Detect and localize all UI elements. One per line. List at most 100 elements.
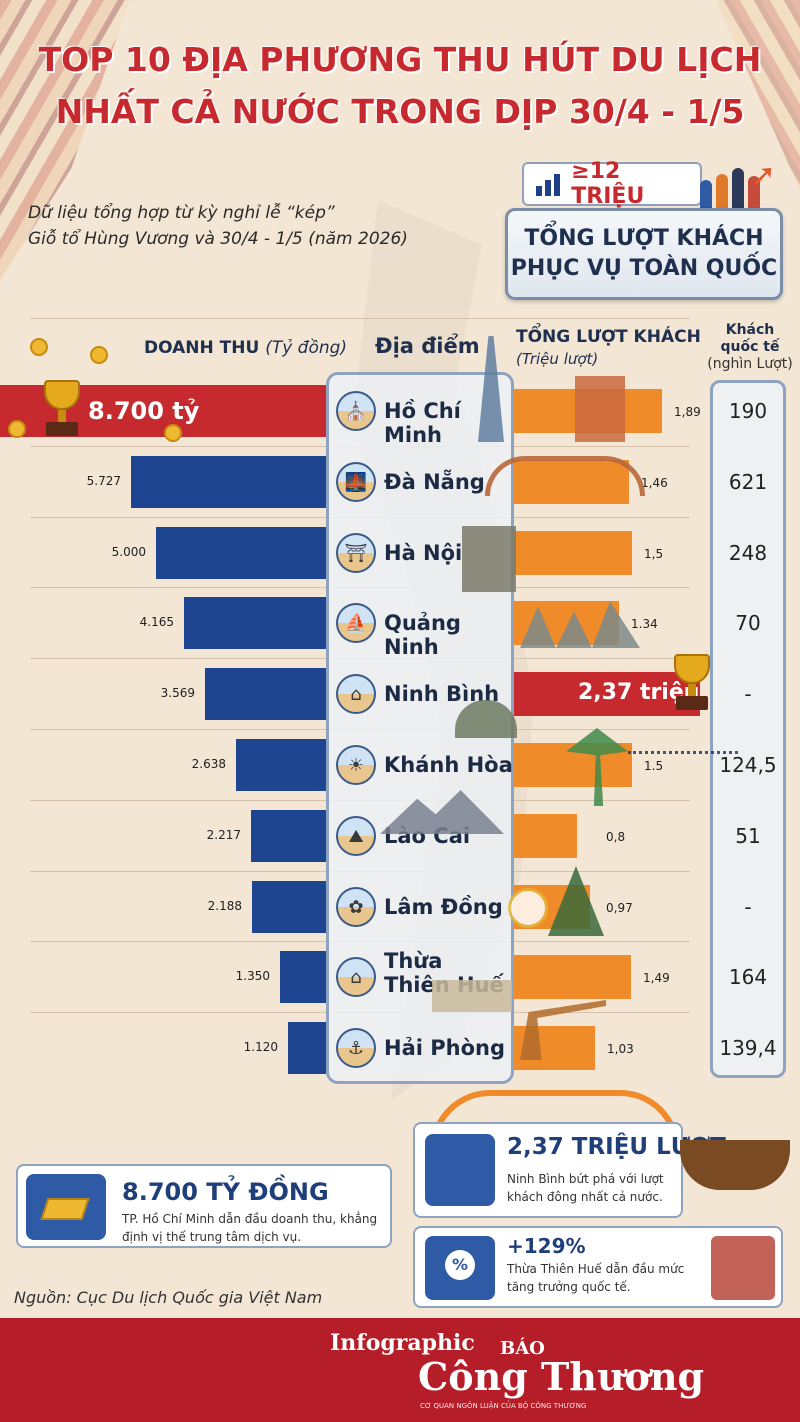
intl-value: - (744, 895, 752, 919)
intl-value: 190 (728, 399, 768, 423)
people-icon: ➚ (700, 158, 780, 214)
footer-kicker: Infographic (330, 1330, 475, 1356)
header-intl-line-2: quốc tế (720, 339, 780, 355)
revenue-bar (236, 739, 326, 791)
visitors-bar (514, 814, 577, 858)
coin-icon (30, 338, 48, 356)
cathedral-icon (575, 376, 625, 442)
revenue-label: 1.350 (235, 969, 270, 983)
city-landmark-icon: ⌂ (336, 957, 376, 997)
revenue-bar (156, 527, 326, 579)
city-landmark-icon: ✿ (336, 887, 376, 927)
trophy-icon (36, 380, 88, 440)
revenue-bar (131, 456, 326, 508)
divider (30, 318, 690, 319)
coin-icon (90, 346, 108, 364)
total-label-line-1: TỔNG LƯỢT KHÁCH (524, 226, 764, 251)
header-intl-line-1: Khách (725, 322, 775, 338)
crowd-icon (425, 1134, 495, 1206)
trophy-icon-2 (666, 654, 718, 714)
intl-value: 139,4 (719, 1036, 777, 1060)
growth-card-text: Thừa Thiên Huế dẫn đầu mức tăng trưởng q… (507, 1262, 685, 1294)
location-name: Đà Nẵng (384, 470, 485, 494)
visitors-label: 1,89 (674, 405, 701, 419)
location-name: Lâm Đồng (384, 895, 503, 919)
visitors-label: 1,5 (644, 547, 664, 561)
revenue-bar (205, 668, 326, 720)
revenue-bar (280, 951, 326, 1003)
visitors-label: 1,03 (607, 1042, 634, 1056)
location-name: Hồ Chí Minh (384, 399, 461, 447)
visitors-bar (514, 955, 631, 999)
title-line-1: TOP 10 ĐỊA PHƯƠNG THU HÚT DU LỊCH (38, 40, 762, 79)
total-badge-value: ≥12 TRIỆU (571, 159, 645, 209)
footer-brand: Công Thương (418, 1354, 705, 1399)
daisy-icon (508, 888, 548, 928)
revenue-label: 8.700 tỷ (88, 397, 200, 425)
revenue-label: 2.188 (207, 899, 242, 913)
revenue-label: 5.727 (86, 474, 121, 488)
header-revenue: DOANH THU (Tỷ đồng) (144, 338, 347, 358)
citadel-gate-icon (432, 980, 512, 1012)
city-landmark-icon: ⛵ (336, 603, 376, 643)
intl-value: 51 (735, 824, 761, 848)
visitors-label: 0,8 (606, 830, 626, 844)
total-visitors-box: TỔNG LƯỢT KHÁCH PHỤC VỤ TOÀN QUỐC (505, 208, 783, 300)
footer-tagline: CƠ QUAN NGÔN LUẬN CỦA BỘ CÔNG THƯƠNG (420, 1402, 587, 1410)
gold-bar-icon (26, 1174, 106, 1240)
revenue-card: 8.700 TỶ ĐỒNG TP. Hồ Chí Minh dẫn đầu do… (16, 1164, 392, 1248)
growth-chart-icon (534, 170, 563, 198)
city-landmark-icon: ⌂ (336, 674, 376, 714)
intl-value: - (744, 682, 752, 706)
source-note: Nguồn: Cục Du lịch Quốc gia Việt Nam (14, 1288, 323, 1307)
intl-panel (710, 380, 786, 1078)
location-name: Hà Nội (384, 541, 463, 565)
temple-tower-icon (462, 526, 516, 592)
header-revenue-unit: (Tỷ đồng) (265, 338, 348, 358)
globe-percent-icon (425, 1236, 495, 1300)
visitors-label: 1,49 (643, 971, 670, 985)
visitors-label: 0,97 (606, 901, 633, 915)
intl-value: 70 (735, 611, 761, 635)
visitors-label: 1.34 (631, 617, 658, 631)
tourists-icon (628, 706, 738, 754)
revenue-bar (251, 810, 326, 862)
revenue-bar (252, 881, 326, 933)
revenue-card-text: TP. Hồ Chí Minh dẫn đầu doanh thu, khẳng… (122, 1212, 378, 1244)
header-visitors-unit: (Triệu lượt) (516, 350, 599, 368)
revenue-label: 1.120 (243, 1040, 278, 1054)
visitors-label: 1.5 (644, 759, 664, 773)
city-landmark-icon: ☀ (336, 745, 376, 785)
subtitle-line-1: Dữ liệu tổng hợp từ kỳ nghỉ lễ “kép” (28, 203, 335, 223)
revenue-bar (288, 1022, 326, 1074)
visitors-bar (514, 531, 632, 575)
header-intl: Khách quốc tế (nghìn Lượt) (704, 322, 796, 373)
visitors-card: 2,37 TRIỆU LƯỢT Ninh Bình bứt phá với lư… (413, 1122, 726, 1218)
title-line-2: NHẤT CẢ NƯỚC TRONG DỊP 30/4 - 1/5 (55, 92, 745, 131)
revenue-label: 4.165 (139, 615, 174, 629)
city-landmark-icon: ⛩ (336, 533, 376, 573)
header-location: Địa điểm (375, 334, 480, 358)
city-landmark-icon: ⛰ (336, 816, 376, 856)
visitors-card-text: Ninh Bình bứt phá với lượt khách đông nh… (507, 1172, 664, 1204)
passport-icon (711, 1236, 775, 1300)
footer-brand-top: BÁO (500, 1338, 545, 1359)
revenue-bar (184, 597, 326, 649)
header-intl-unit: (nghìn Lượt) (707, 356, 793, 372)
subtitle-line-2: Giỗ tổ Hùng Vương và 30/4 - 1/5 (năm 202… (28, 229, 408, 249)
coin-icon (164, 424, 182, 442)
boat-icon (680, 1140, 790, 1190)
footer: Infographic BÁO Công Thương CƠ QUAN NGÔN… (0, 1318, 800, 1422)
arrow-up-icon: ➚ (750, 158, 776, 193)
intl-value: 248 (728, 541, 768, 565)
growth-card: +129% Thừa Thiên Huế dẫn đầu mức tăng tr… (413, 1226, 783, 1308)
location-name: Khánh Hòa (384, 753, 513, 777)
visitors-label: 1,46 (641, 476, 668, 490)
header-visitors: TỔNG LƯỢT KHÁCH (Triệu lượt) (516, 326, 701, 370)
header-revenue-label: DOANH THU (144, 338, 260, 358)
intl-value: 164 (728, 965, 768, 989)
revenue-label: 2.217 (206, 828, 241, 842)
subtitle: Dữ liệu tổng hợp từ kỳ nghỉ lễ “kép” Giỗ… (28, 200, 488, 252)
location-name: Hải Phòng (384, 1036, 506, 1060)
coin-icon (8, 420, 26, 438)
